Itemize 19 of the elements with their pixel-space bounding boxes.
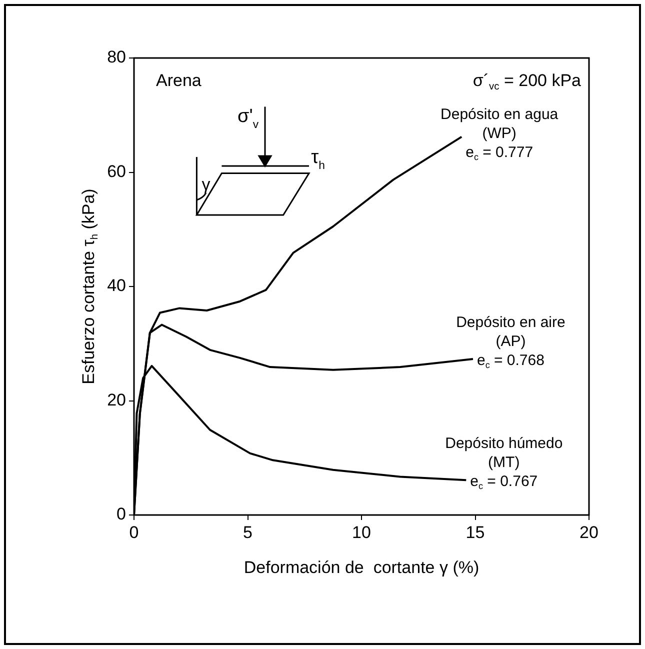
x-tick-label: 10 [352, 522, 371, 542]
y-tick-label: 0 [116, 504, 126, 524]
annotation: Arena [156, 71, 202, 90]
x-tick-label: 20 [580, 522, 598, 542]
x-tick-label: 0 [129, 522, 139, 542]
y-tick-label: 20 [107, 390, 126, 410]
y-tick-label: 80 [107, 48, 126, 67]
series-label: Depósito húmedo (MT) [445, 435, 563, 472]
series-label: Depósito en agua (WP) [440, 106, 559, 142]
annotation: τ$_{h}$ [311, 147, 325, 172]
x-tick-label: 5 [243, 522, 252, 542]
x-tick-label: 15 [466, 522, 485, 542]
x-axis-title: Deformación de cortante γ (%) [244, 558, 480, 577]
y-tick-label: 40 [107, 276, 126, 296]
annotation: σ'$_{v}$ [237, 106, 259, 131]
y-axis-title: Esfuerzo cortante τh (kPa) [79, 188, 100, 384]
y-tick-label: 60 [107, 162, 126, 181]
annotation: γ [202, 175, 211, 194]
series-label: Depósito en aire (AP) [456, 314, 566, 350]
